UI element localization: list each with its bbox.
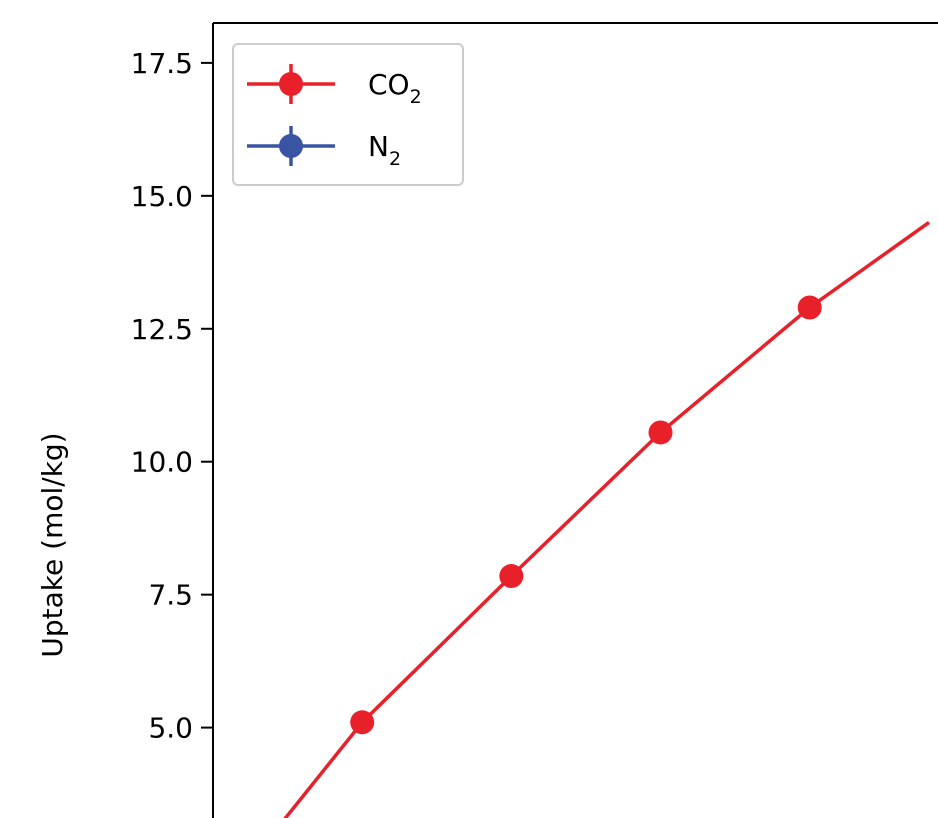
legend-label-base: N xyxy=(368,130,389,163)
series-line xyxy=(283,220,931,818)
y-axis-label: Uptake (mol/kg) xyxy=(36,432,69,657)
y-tick-label: 15.0 xyxy=(131,180,193,213)
legend-label-subscript: 2 xyxy=(410,86,422,108)
data-point xyxy=(499,564,524,589)
y-tick-label: 12.5 xyxy=(131,313,193,346)
data-point xyxy=(648,420,673,445)
legend-label: CO2 xyxy=(368,68,422,108)
legend-entry: N2 xyxy=(247,126,401,170)
y-tick-label: 5.0 xyxy=(148,712,193,745)
y-axis-ticks: 5.0 7.5 10.0 12.5 15.0 17.5 xyxy=(131,47,213,745)
data-point xyxy=(797,295,822,320)
legend-label: N2 xyxy=(368,130,401,170)
legend-label-base: CO xyxy=(368,68,410,101)
y-tick-label: 10.0 xyxy=(131,446,193,479)
y-tick-label: 17.5 xyxy=(131,47,193,80)
data-point xyxy=(350,710,375,735)
legend-label-subscript: 2 xyxy=(389,148,401,170)
legend-marker xyxy=(279,134,303,158)
y-tick-label: 7.5 xyxy=(148,579,193,612)
legend-entry: CO2 xyxy=(247,64,422,108)
series-layer xyxy=(283,220,931,818)
legend-marker xyxy=(279,72,303,96)
legend-box xyxy=(232,43,464,186)
